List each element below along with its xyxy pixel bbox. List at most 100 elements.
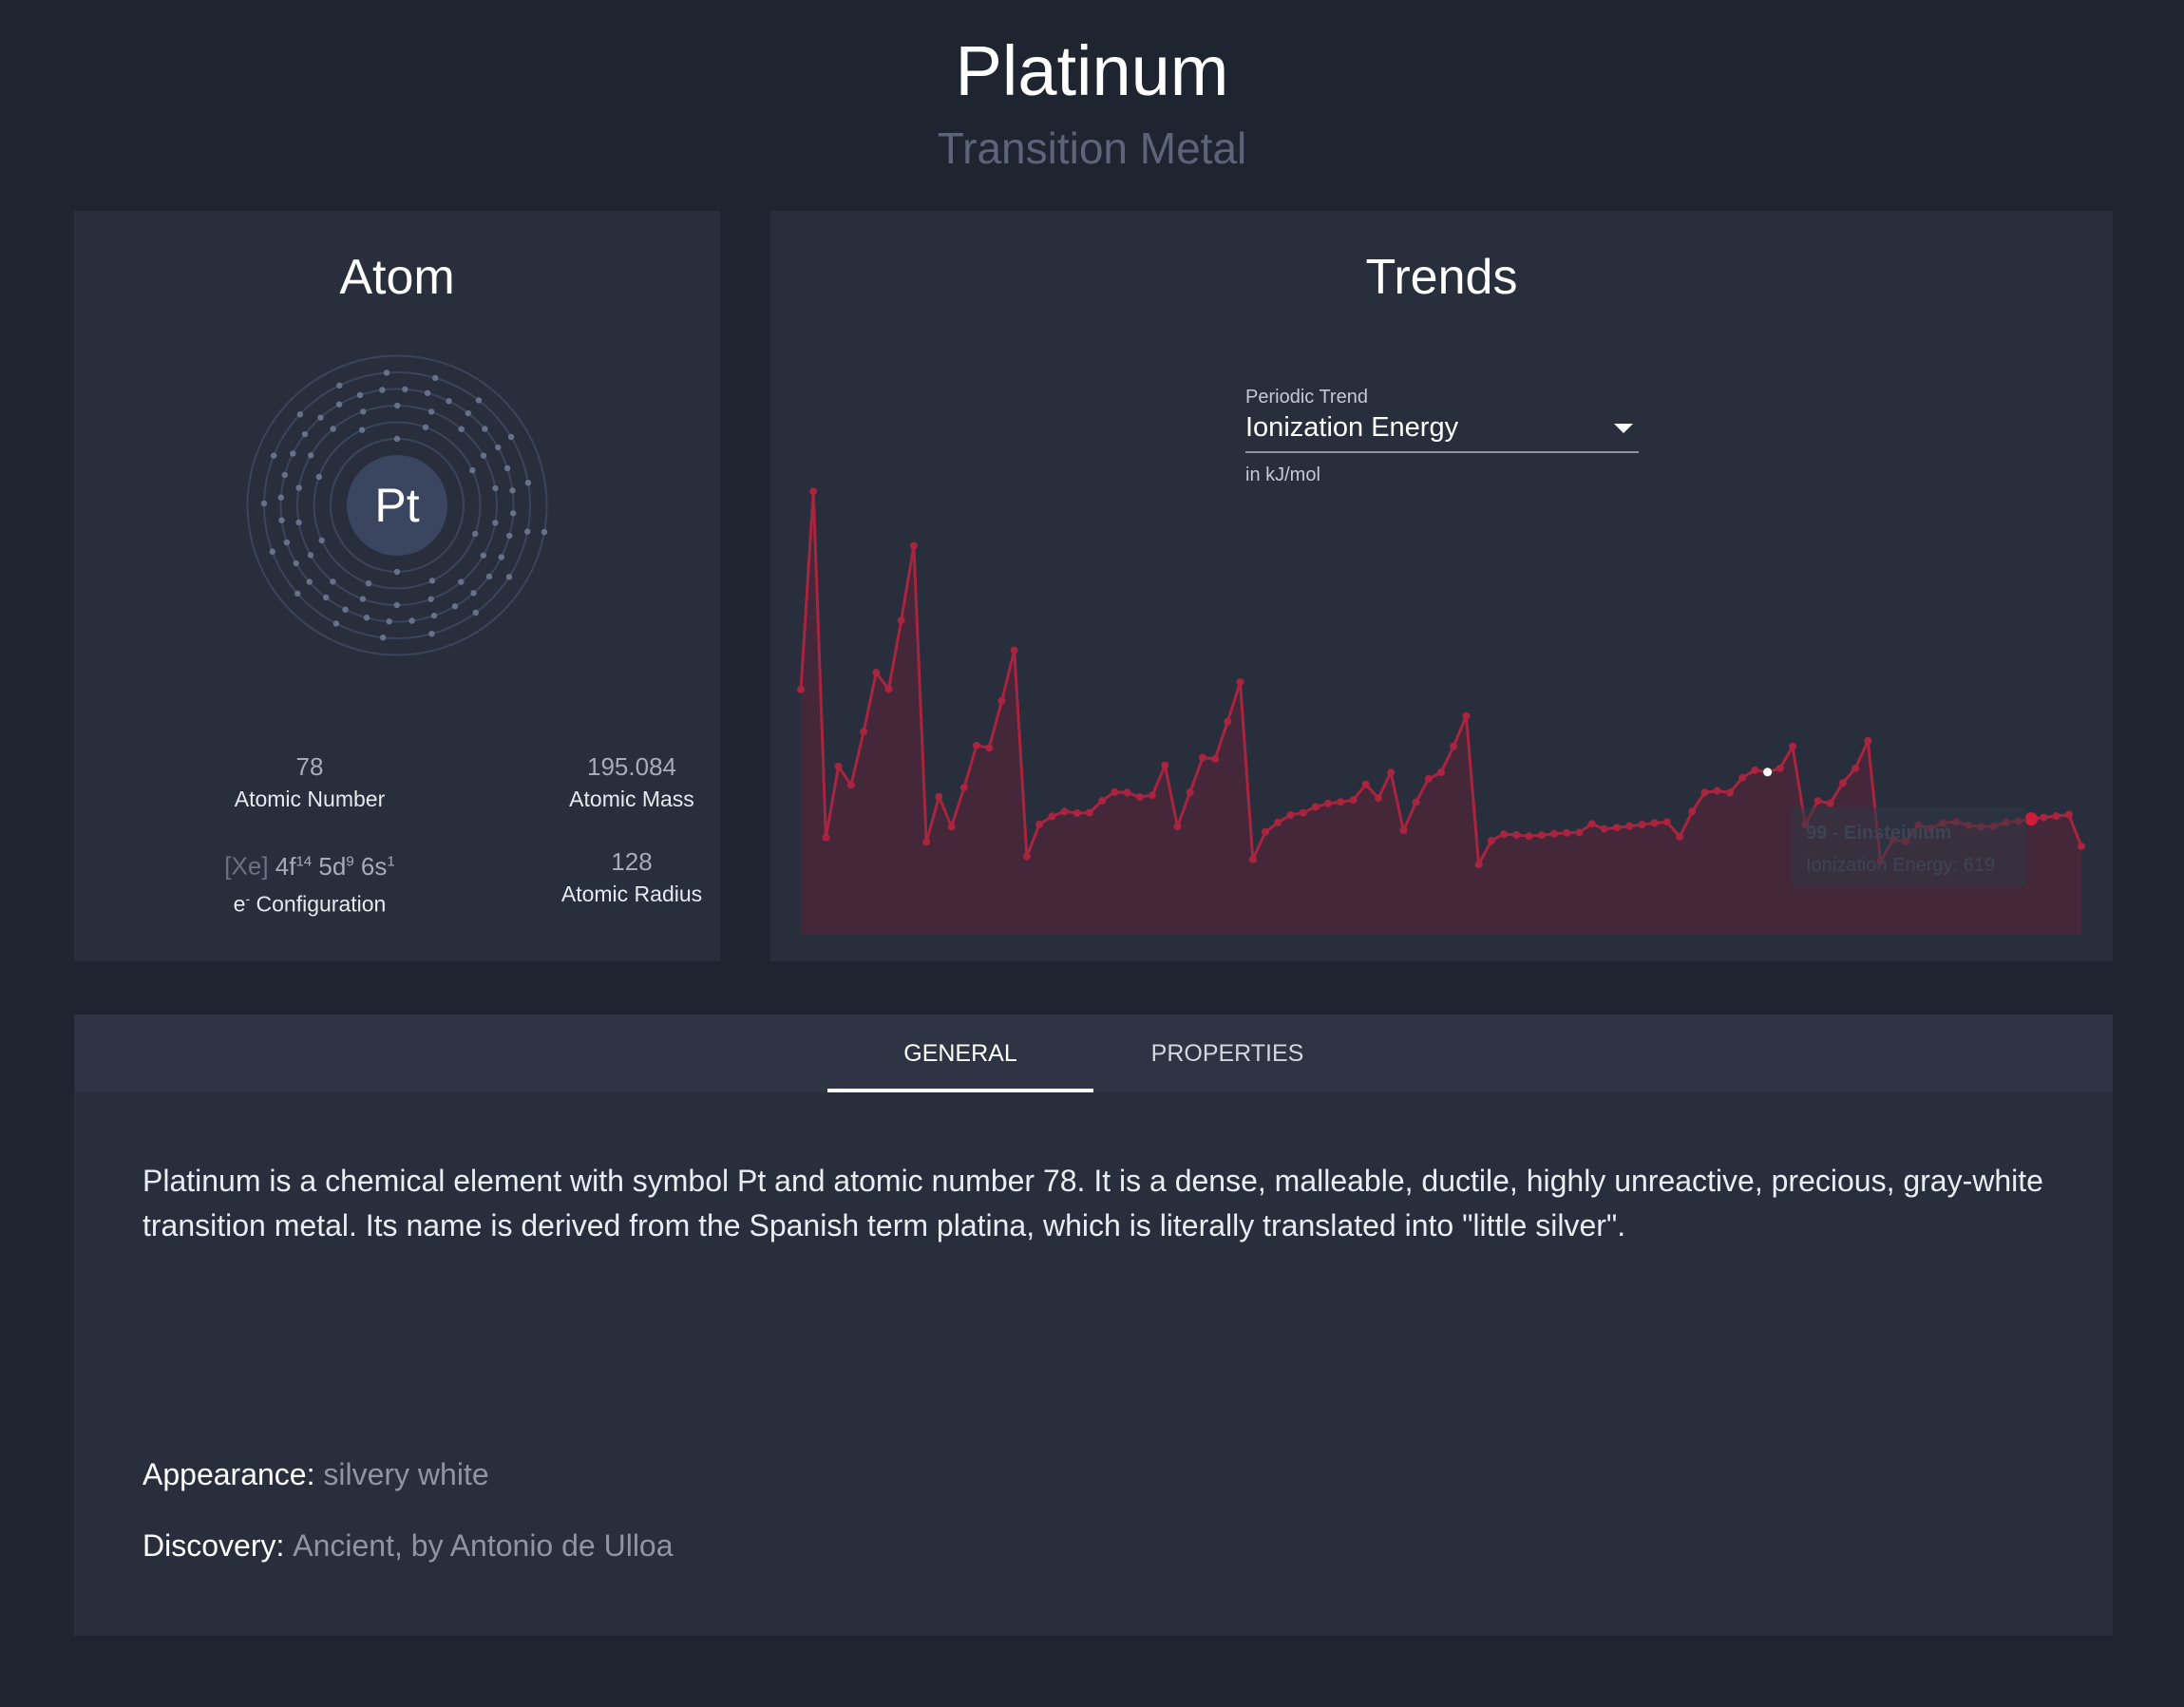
chart-point[interactable] [1361, 780, 1370, 788]
chart-point[interactable] [1688, 807, 1697, 816]
chart-point[interactable] [872, 669, 881, 677]
chart-point[interactable] [1462, 711, 1471, 720]
chart-point[interactable] [1324, 799, 1333, 807]
chart-point[interactable] [997, 696, 1006, 705]
chart-point[interactable] [1161, 761, 1169, 769]
chart-point[interactable] [1587, 820, 1596, 828]
tab-properties[interactable]: PROPERTIES [1150, 1040, 1304, 1067]
chart-point[interactable] [2024, 812, 2039, 826]
discovery-row: Discovery: Ancient, by Antonio de Ulloa [142, 1528, 674, 1564]
chart-point[interactable] [959, 784, 968, 792]
chart-point[interactable] [797, 685, 805, 693]
chart-point[interactable] [1852, 764, 1860, 772]
chart-point[interactable] [935, 792, 943, 801]
chart-point[interactable] [1387, 768, 1396, 777]
chart-point[interactable] [1814, 797, 1822, 806]
chart-point[interactable] [1149, 791, 1157, 800]
chart-point[interactable] [1399, 826, 1408, 835]
chart-point[interactable] [834, 762, 843, 770]
chart-point[interactable] [1613, 824, 1622, 832]
chart-point[interactable] [1123, 788, 1131, 797]
chart-point[interactable] [1600, 825, 1608, 833]
chart-point[interactable] [822, 833, 830, 842]
chart-point[interactable] [2040, 813, 2048, 822]
chart-point[interactable] [1638, 821, 1646, 829]
chart-point[interactable] [1450, 742, 1458, 750]
chart-point[interactable] [1751, 766, 1759, 774]
chart-point[interactable] [1525, 832, 1533, 841]
chart-point[interactable] [1186, 788, 1194, 797]
chart-point[interactable] [1537, 831, 1546, 840]
chart-point[interactable] [922, 838, 931, 846]
electron-dot [427, 596, 434, 602]
chevron-down-icon[interactable] [1614, 423, 1633, 433]
chart-point[interactable] [1035, 820, 1044, 828]
chart-point[interactable] [1261, 827, 1269, 836]
chart-point[interactable] [1487, 837, 1495, 845]
electron-shell [313, 421, 482, 590]
chart-point[interactable] [2078, 842, 2085, 850]
chart-point[interactable] [809, 487, 818, 496]
chart-point[interactable] [2052, 812, 2061, 821]
chart-point[interactable] [1725, 788, 1734, 797]
tab-general[interactable]: GENERAL [827, 1015, 1093, 1092]
chart-point[interactable] [1286, 811, 1295, 820]
chart-point[interactable] [1500, 830, 1509, 839]
chart-point[interactable] [1299, 808, 1307, 817]
chart-point[interactable] [1789, 742, 1797, 750]
electron-dot [475, 397, 483, 404]
chart-point[interactable] [846, 781, 855, 789]
chart-point[interactable] [1838, 779, 1847, 787]
chart-point[interactable] [1010, 646, 1018, 654]
chart-point[interactable] [1198, 753, 1206, 762]
chart-point[interactable] [1512, 830, 1521, 839]
chart-point[interactable] [1424, 774, 1433, 783]
periodic-trend-select[interactable]: Periodic Trend Ionization Energy in kJ/m… [1245, 387, 1639, 486]
chart-point[interactable] [1211, 754, 1220, 763]
chart-point[interactable] [1738, 773, 1747, 782]
chart-point[interactable] [1763, 768, 1773, 777]
chart-point[interactable] [1349, 796, 1358, 805]
chart-point[interactable] [1575, 828, 1584, 837]
electron-dot [427, 408, 435, 415]
chart-point[interactable] [1474, 861, 1483, 869]
chart-point[interactable] [860, 728, 868, 736]
chart-point[interactable] [1826, 799, 1834, 807]
chart-point[interactable] [909, 541, 918, 550]
chart-point[interactable] [1135, 792, 1144, 801]
chart-point[interactable] [1073, 808, 1081, 817]
chart-point[interactable] [1650, 819, 1659, 827]
chart-point[interactable] [1662, 818, 1671, 826]
chart-point[interactable] [1625, 822, 1634, 830]
chart-point[interactable] [1236, 678, 1244, 687]
chart-point[interactable] [1700, 788, 1709, 797]
chart-point[interactable] [1085, 808, 1093, 817]
chart-point[interactable] [1274, 818, 1282, 826]
chart-point[interactable] [1098, 796, 1107, 805]
chart-point[interactable] [1864, 736, 1872, 745]
chart-point[interactable] [1374, 794, 1382, 803]
chart-point[interactable] [1248, 855, 1257, 863]
chart-point[interactable] [1224, 717, 1232, 726]
chart-point[interactable] [1563, 828, 1571, 837]
chart-point[interactable] [1311, 803, 1320, 811]
chart-point[interactable] [1173, 823, 1182, 831]
chart-point[interactable] [1549, 829, 1558, 838]
chart-point[interactable] [1111, 787, 1119, 796]
chart-point[interactable] [973, 741, 981, 749]
chart-point[interactable] [1337, 798, 1345, 806]
chart-point[interactable] [1022, 852, 1031, 861]
chart-point[interactable] [897, 616, 905, 625]
chart-point[interactable] [2064, 810, 2073, 819]
chart-point[interactable] [1713, 787, 1721, 795]
chart-point[interactable] [1676, 832, 1684, 841]
chart-point[interactable] [1412, 798, 1420, 806]
chart-point[interactable] [1437, 768, 1445, 776]
chart-point[interactable] [1060, 807, 1069, 816]
chart-point[interactable] [884, 685, 893, 693]
chart-point[interactable] [985, 744, 994, 752]
chart-point[interactable] [1048, 812, 1056, 821]
chart-point[interactable] [1776, 764, 1784, 772]
periodic-trend-dropdown[interactable]: Ionization Energy [1245, 412, 1639, 453]
chart-point[interactable] [947, 823, 956, 831]
